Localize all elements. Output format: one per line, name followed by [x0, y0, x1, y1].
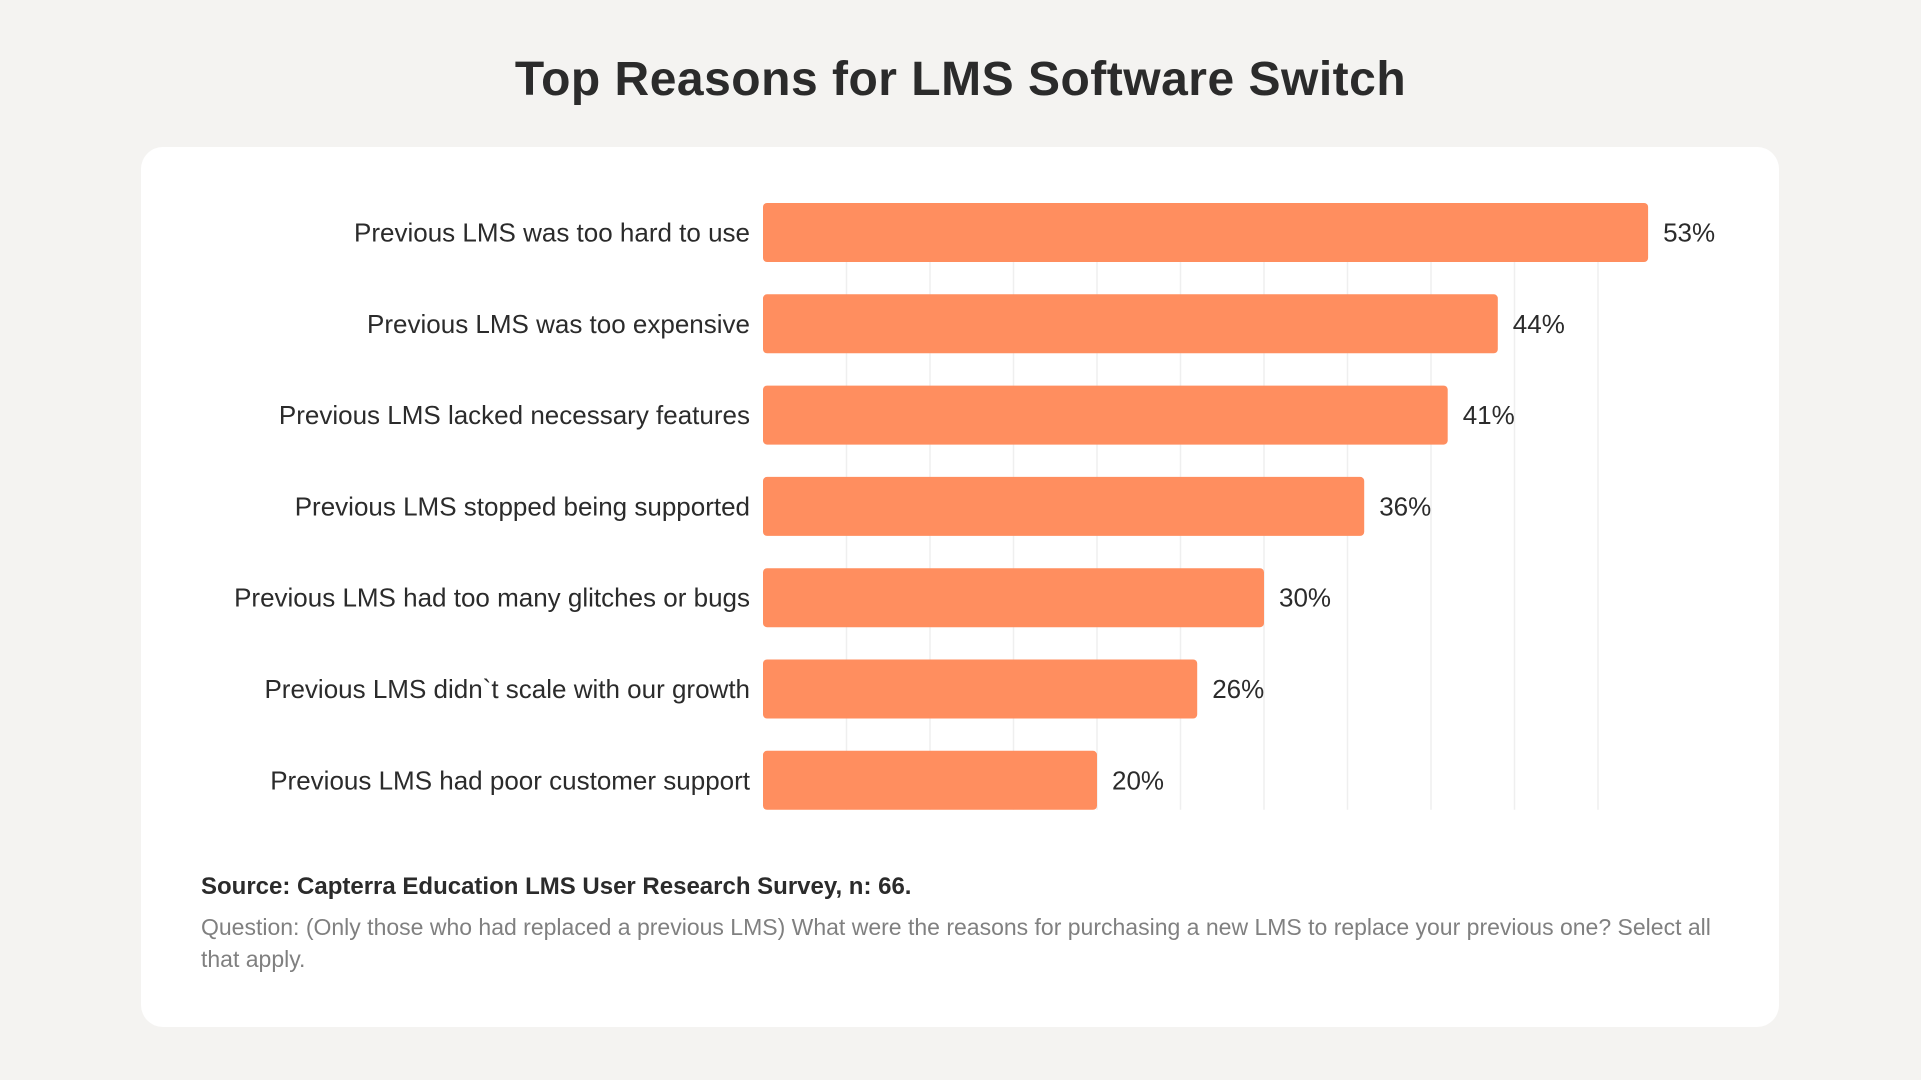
- bar-chart: Previous LMS was too hard to use 53% Previ…: [234, 203, 1715, 810]
- value-label: 41%: [1463, 400, 1515, 430]
- category-label: Previous LMS was too expensive: [367, 309, 750, 339]
- bar: [763, 750, 1097, 810]
- category-label: Previous LMS had too many glitches or bu…: [234, 583, 750, 613]
- value-label: 30%: [1279, 583, 1331, 613]
- bar: [763, 385, 1448, 445]
- bar: [763, 568, 1264, 628]
- value-label: 36%: [1379, 491, 1431, 521]
- category-label: Previous LMS was too hard to use: [354, 218, 750, 248]
- chart-card: Previous LMS was too hard to use 53% Previ…: [141, 147, 1779, 1027]
- category-label: Previous LMS didn`t scale with our growt…: [264, 674, 750, 704]
- chart-title: Top Reasons for LMS Software Switch: [514, 53, 1407, 106]
- bar: [763, 476, 1365, 536]
- category-label: Previous LMS stopped being supported: [295, 491, 750, 521]
- question-note: Question: (Only those who had replaced a…: [201, 914, 1711, 972]
- bar: [763, 203, 1649, 262]
- category-label: Previous LMS had poor customer support: [270, 765, 751, 795]
- value-label: 26%: [1212, 674, 1264, 704]
- source-note: Source: Capterra Education LMS User Rese…: [201, 873, 912, 900]
- value-label: 20%: [1112, 765, 1164, 795]
- value-label: 44%: [1513, 309, 1565, 339]
- bar: [763, 294, 1498, 354]
- value-label: 53%: [1663, 218, 1715, 248]
- bar: [763, 659, 1198, 719]
- category-label: Previous LMS lacked necessary features: [279, 400, 750, 430]
